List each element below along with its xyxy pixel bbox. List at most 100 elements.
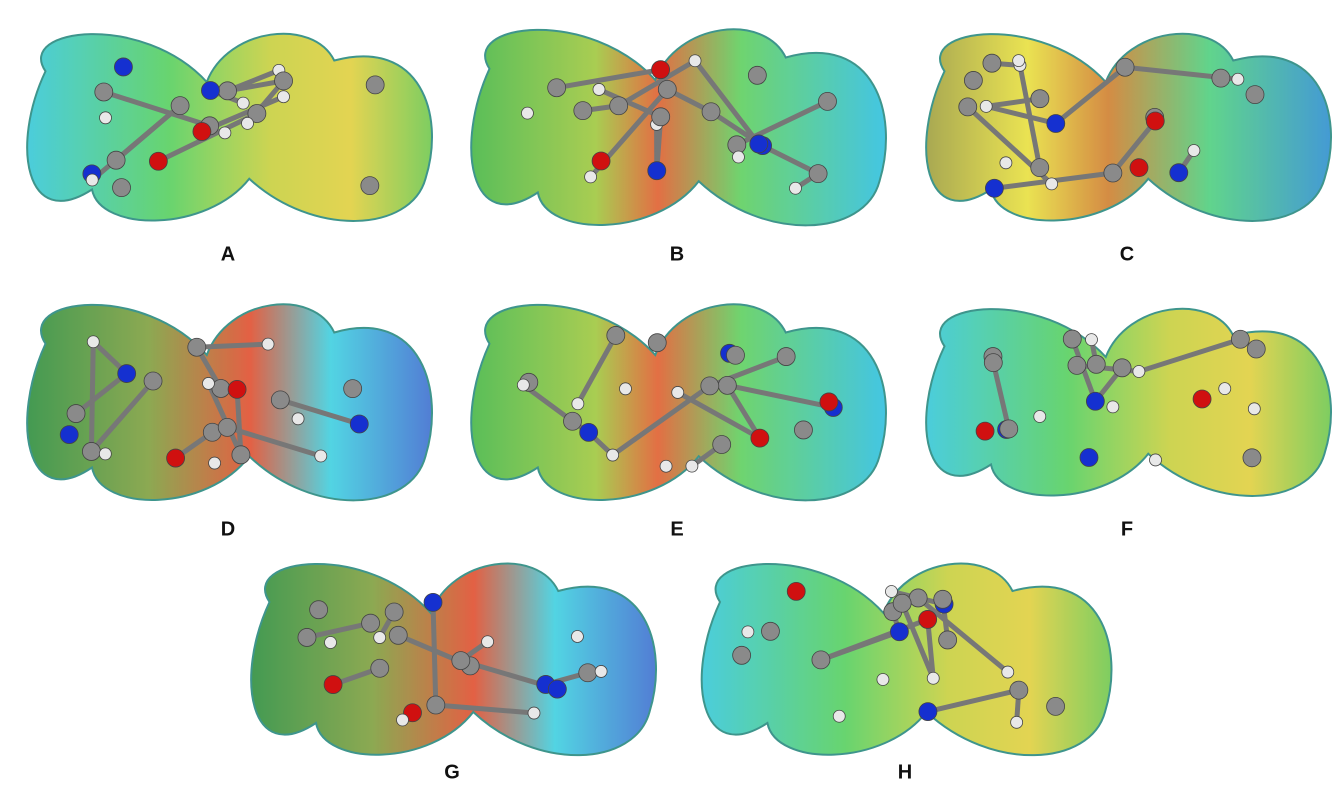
atom (718, 376, 736, 394)
atom (201, 82, 219, 100)
esp-surface (926, 309, 1331, 496)
atom (579, 664, 597, 682)
atom (648, 334, 666, 352)
atom (934, 590, 952, 608)
atom (1031, 159, 1049, 177)
atom (748, 66, 766, 84)
atom (890, 623, 908, 641)
atom (750, 135, 768, 153)
atom (324, 676, 342, 694)
atom (95, 83, 113, 101)
atom (1013, 55, 1025, 67)
atom (344, 380, 362, 398)
atom (1248, 403, 1260, 415)
atom (1002, 666, 1014, 678)
atom (482, 636, 494, 648)
atom (648, 162, 666, 180)
atom (726, 346, 744, 364)
atom (167, 449, 185, 467)
atom (278, 91, 290, 103)
panel-label: H (898, 761, 912, 783)
atom (1080, 449, 1098, 467)
atom (521, 107, 533, 119)
atom (592, 152, 610, 170)
atom (219, 82, 237, 100)
atom (959, 98, 977, 116)
atom (371, 659, 389, 677)
molecule-panel: C (926, 34, 1331, 266)
panel-label: C (1120, 243, 1134, 265)
atom (686, 460, 698, 472)
atom (361, 177, 379, 195)
atom (366, 76, 384, 94)
atom (1193, 390, 1211, 408)
atom (60, 426, 78, 444)
atom (820, 393, 838, 411)
atom (1133, 365, 1145, 377)
molecule-panel: H (702, 564, 1112, 784)
atom (1232, 73, 1244, 85)
esp-surface (471, 29, 886, 225)
atom (325, 637, 337, 649)
atom (789, 182, 801, 194)
atom (809, 165, 827, 183)
atom (114, 58, 132, 76)
atom (919, 610, 937, 628)
panel-label: A (221, 243, 235, 265)
atom (517, 379, 529, 391)
atom (100, 112, 112, 124)
atom (580, 423, 598, 441)
atom (909, 589, 927, 607)
atom (548, 79, 566, 97)
atom (571, 630, 583, 642)
atom (619, 383, 631, 395)
atom (794, 421, 812, 439)
atom (1000, 157, 1012, 169)
atom (1034, 411, 1046, 423)
atom (877, 674, 889, 686)
atom (1010, 681, 1028, 699)
atom (232, 446, 250, 464)
atom (1063, 330, 1081, 348)
atom (607, 326, 625, 344)
atom (964, 71, 982, 89)
molecule-panel: B (471, 29, 886, 265)
atom (202, 377, 214, 389)
atom (1085, 334, 1097, 346)
figure: ABCDEFGH (0, 0, 1342, 785)
atom (818, 92, 836, 110)
atom (742, 626, 754, 638)
atom (350, 415, 368, 433)
atom (1170, 164, 1188, 182)
atom (149, 152, 167, 170)
atom (672, 386, 684, 398)
panel-label: D (221, 518, 235, 540)
atom (1243, 449, 1261, 467)
atom (1000, 420, 1018, 438)
atom (1219, 383, 1231, 395)
bond (91, 342, 93, 452)
atom (660, 460, 672, 472)
atom (595, 665, 607, 677)
atom (144, 372, 162, 390)
atom (751, 429, 769, 447)
bond (197, 344, 268, 347)
atom (980, 100, 992, 112)
atom (812, 651, 830, 669)
atom (188, 338, 206, 356)
atom (262, 338, 274, 350)
atom (452, 652, 470, 670)
atom (1104, 164, 1122, 182)
atom (1146, 112, 1164, 130)
atom (271, 391, 289, 409)
atom (702, 103, 720, 121)
atom (833, 710, 845, 722)
atom (1046, 178, 1058, 190)
atom (292, 413, 304, 425)
atom (1068, 356, 1086, 374)
atom (607, 449, 619, 461)
panel-label: B (670, 243, 684, 265)
atom (218, 418, 236, 436)
atom (1087, 355, 1105, 373)
